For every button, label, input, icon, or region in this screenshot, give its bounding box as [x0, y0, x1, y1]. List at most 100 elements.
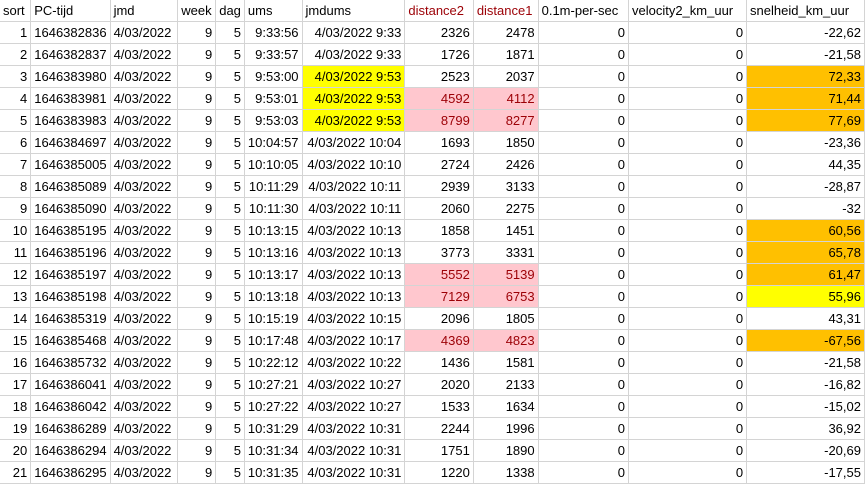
cell-distance2[interactable]: 4592 [404, 87, 474, 110]
cell-ums[interactable]: 10:31:35 [244, 461, 303, 484]
cell-pc-tijd[interactable]: 1646386294 [30, 439, 111, 462]
cell-velocity2-km-uur[interactable]: 0 [628, 219, 748, 242]
cell-snelheid-km-uur[interactable]: -28,87 [746, 175, 865, 198]
cell-pc-tijd[interactable]: 1646383980 [30, 65, 111, 88]
cell-jmd[interactable]: 4/03/2022 [110, 21, 179, 44]
cell-snelheid-km-uur[interactable]: -32 [746, 197, 865, 220]
cell-week[interactable]: 9 [177, 351, 217, 374]
cell-0-1m-per-sec[interactable]: 0 [538, 153, 629, 176]
cell-dag[interactable]: 5 [215, 153, 245, 176]
cell-velocity2-km-uur[interactable]: 0 [628, 439, 748, 462]
cell-0-1m-per-sec[interactable]: 0 [538, 307, 629, 330]
cell-0-1m-per-sec[interactable]: 0 [538, 417, 629, 440]
cell-pc-tijd[interactable]: 1646385197 [30, 263, 111, 286]
cell-0-1m-per-sec[interactable]: 0 [538, 351, 629, 374]
cell-pc-tijd[interactable]: 1646384697 [30, 131, 111, 154]
cell-jmd[interactable]: 4/03/2022 [110, 65, 179, 88]
cell-jmdums[interactable]: 4/03/2022 10:11 [302, 175, 406, 198]
cell-distance1[interactable]: 2133 [473, 373, 539, 396]
cell-dag[interactable]: 5 [215, 263, 245, 286]
cell-jmdums[interactable]: 4/03/2022 9:53 [302, 109, 406, 132]
cell-week[interactable]: 9 [177, 373, 217, 396]
cell-ums[interactable]: 10:13:15 [244, 219, 303, 242]
cell-distance2[interactable]: 2096 [404, 307, 474, 330]
cell-pc-tijd[interactable]: 1646385090 [30, 197, 111, 220]
cell-velocity2-km-uur[interactable]: 0 [628, 87, 748, 110]
cell-jmd[interactable]: 4/03/2022 [110, 417, 179, 440]
cell-sort[interactable]: 20 [0, 439, 32, 462]
cell-distance1[interactable]: 2275 [473, 197, 539, 220]
cell-week[interactable]: 9 [177, 329, 217, 352]
cell-ums[interactable]: 10:22:12 [244, 351, 303, 374]
cell-velocity2-km-uur[interactable]: 0 [628, 395, 748, 418]
column-header-0-1m-per-sec[interactable]: 0.1m-per-sec [538, 0, 629, 22]
cell-sort[interactable]: 18 [0, 395, 32, 418]
cell-week[interactable]: 9 [177, 439, 217, 462]
cell-week[interactable]: 9 [177, 175, 217, 198]
cell-jmdums[interactable]: 4/03/2022 10:11 [302, 197, 406, 220]
column-header-snelheid-km-uur[interactable]: snelheid_km_uur [746, 0, 865, 22]
cell-distance2[interactable]: 2020 [404, 373, 474, 396]
cell-dag[interactable]: 5 [215, 65, 245, 88]
cell-ums[interactable]: 10:04:57 [244, 131, 303, 154]
cell-distance1[interactable]: 2037 [473, 65, 539, 88]
column-header-sort[interactable]: sort [0, 0, 32, 22]
cell-week[interactable]: 9 [177, 461, 217, 484]
cell-dag[interactable]: 5 [215, 285, 245, 308]
cell-ums[interactable]: 10:10:05 [244, 153, 303, 176]
cell-dag[interactable]: 5 [215, 373, 245, 396]
cell-snelheid-km-uur[interactable]: 77,69 [746, 109, 865, 132]
cell-ums[interactable]: 10:13:17 [244, 263, 303, 286]
column-header-jmd[interactable]: jmd [110, 0, 179, 22]
cell-velocity2-km-uur[interactable]: 0 [628, 307, 748, 330]
cell-week[interactable]: 9 [177, 65, 217, 88]
cell-distance1[interactable]: 1890 [473, 439, 539, 462]
cell-snelheid-km-uur[interactable]: -21,58 [746, 351, 865, 374]
cell-distance1[interactable]: 1581 [473, 351, 539, 374]
cell-sort[interactable]: 13 [0, 285, 32, 308]
cell-distance2[interactable]: 2523 [404, 65, 474, 88]
cell-snelheid-km-uur[interactable]: -23,36 [746, 131, 865, 154]
cell-week[interactable]: 9 [177, 417, 217, 440]
cell-jmdums[interactable]: 4/03/2022 10:27 [302, 373, 406, 396]
cell-dag[interactable]: 5 [215, 43, 245, 66]
cell-ums[interactable]: 10:31:34 [244, 439, 303, 462]
cell-velocity2-km-uur[interactable]: 0 [628, 241, 748, 264]
cell-week[interactable]: 9 [177, 307, 217, 330]
cell-velocity2-km-uur[interactable]: 0 [628, 65, 748, 88]
cell-distance1[interactable]: 1634 [473, 395, 539, 418]
cell-distance1[interactable]: 1996 [473, 417, 539, 440]
cell-sort[interactable]: 7 [0, 153, 32, 176]
cell-snelheid-km-uur[interactable]: -15,02 [746, 395, 865, 418]
cell-week[interactable]: 9 [177, 21, 217, 44]
cell-jmdums[interactable]: 4/03/2022 10:04 [302, 131, 406, 154]
cell-dag[interactable]: 5 [215, 21, 245, 44]
cell-0-1m-per-sec[interactable]: 0 [538, 329, 629, 352]
cell-distance1[interactable]: 1871 [473, 43, 539, 66]
cell-dag[interactable]: 5 [215, 439, 245, 462]
cell-ums[interactable]: 10:13:18 [244, 285, 303, 308]
cell-distance2[interactable]: 2060 [404, 197, 474, 220]
cell-distance1[interactable]: 8277 [473, 109, 539, 132]
cell-distance2[interactable]: 4369 [404, 329, 474, 352]
cell-dag[interactable]: 5 [215, 131, 245, 154]
column-header-pc-tijd[interactable]: PC-tijd [30, 0, 111, 22]
cell-jmdums[interactable]: 4/03/2022 10:22 [302, 351, 406, 374]
cell-pc-tijd[interactable]: 1646382836 [30, 21, 111, 44]
cell-distance2[interactable]: 3773 [404, 241, 474, 264]
cell-jmdums[interactable]: 4/03/2022 10:10 [302, 153, 406, 176]
cell-distance1[interactable]: 3331 [473, 241, 539, 264]
cell-0-1m-per-sec[interactable]: 0 [538, 439, 629, 462]
cell-ums[interactable]: 9:33:56 [244, 21, 303, 44]
cell-sort[interactable]: 8 [0, 175, 32, 198]
cell-sort[interactable]: 15 [0, 329, 32, 352]
cell-dag[interactable]: 5 [215, 219, 245, 242]
cell-dag[interactable]: 5 [215, 241, 245, 264]
cell-sort[interactable]: 16 [0, 351, 32, 374]
cell-distance1[interactable]: 1850 [473, 131, 539, 154]
cell-ums[interactable]: 10:31:29 [244, 417, 303, 440]
cell-jmd[interactable]: 4/03/2022 [110, 263, 179, 286]
cell-snelheid-km-uur[interactable]: -67,56 [746, 329, 865, 352]
cell-dag[interactable]: 5 [215, 461, 245, 484]
cell-pc-tijd[interactable]: 1646385468 [30, 329, 111, 352]
